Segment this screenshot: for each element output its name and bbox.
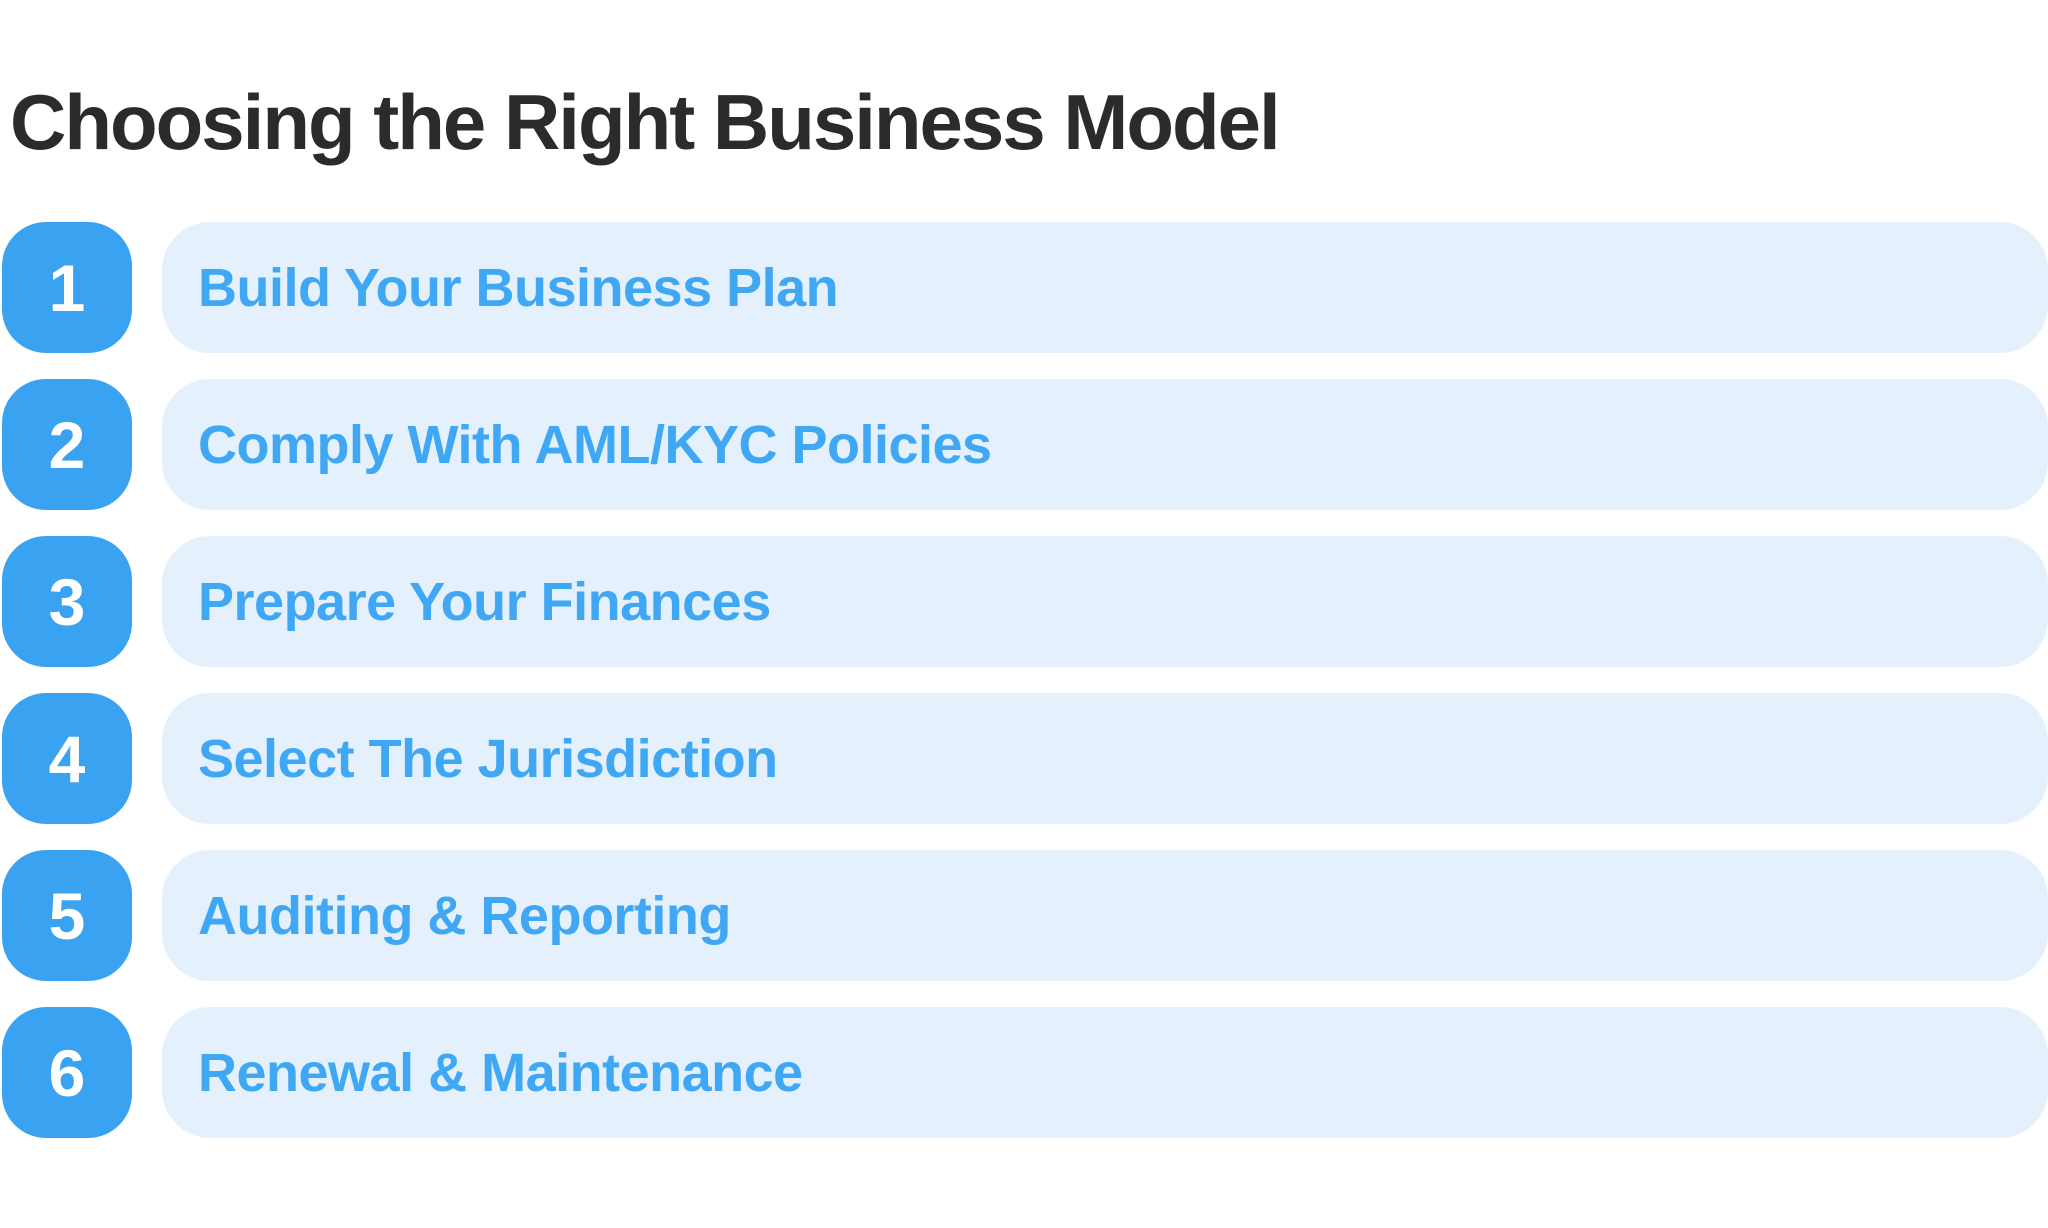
step-label-bar: Prepare Your Finances — [162, 536, 2048, 667]
step-number-badge: 1 — [2, 222, 132, 353]
step-label: Comply With AML/KYC Policies — [198, 414, 992, 475]
step-number-badge: 3 — [2, 536, 132, 667]
step-number-badge: 6 — [2, 1007, 132, 1138]
step-row-6[interactable]: 6 Renewal & Maintenance — [0, 1007, 2048, 1138]
page-title: Choosing the Right Business Model — [10, 78, 1281, 166]
step-label: Prepare Your Finances — [198, 571, 771, 632]
step-label-bar: Renewal & Maintenance — [162, 1007, 2048, 1138]
step-row-3[interactable]: 3 Prepare Your Finances — [0, 536, 2048, 667]
step-label: Auditing & Reporting — [198, 885, 731, 946]
step-label: Select The Jurisdiction — [198, 728, 778, 789]
step-label-bar: Select The Jurisdiction — [162, 693, 2048, 824]
step-row-5[interactable]: 5 Auditing & Reporting — [0, 850, 2048, 981]
step-label: Build Your Business Plan — [198, 257, 839, 318]
step-label-bar: Comply With AML/KYC Policies — [162, 379, 2048, 510]
step-row-4[interactable]: 4 Select The Jurisdiction — [0, 693, 2048, 824]
step-number-badge: 4 — [2, 693, 132, 824]
step-number-badge: 2 — [2, 379, 132, 510]
step-label: Renewal & Maintenance — [198, 1042, 803, 1103]
step-row-1[interactable]: 1 Build Your Business Plan — [0, 222, 2048, 353]
step-label-bar: Build Your Business Plan — [162, 222, 2048, 353]
step-number-badge: 5 — [2, 850, 132, 981]
step-label-bar: Auditing & Reporting — [162, 850, 2048, 981]
steps-list: 1 Build Your Business Plan 2 Comply With… — [0, 222, 2048, 1164]
step-row-2[interactable]: 2 Comply With AML/KYC Policies — [0, 379, 2048, 510]
